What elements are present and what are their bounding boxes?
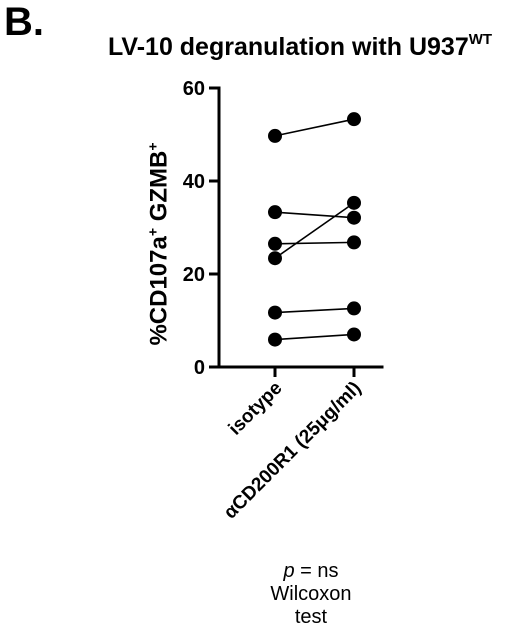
- pair-line: [274, 333, 355, 341]
- y-tick-label: 40: [183, 171, 205, 193]
- chart-title-superscript: WT: [468, 31, 493, 48]
- p-symbol: p: [283, 560, 295, 582]
- chart-title-text: LV-10 degranulation with U937: [108, 33, 469, 61]
- data-point: [268, 305, 282, 320]
- paired-series: [268, 112, 361, 347]
- category-label: isotype: [225, 378, 287, 440]
- y-tick-label: 20: [183, 264, 205, 286]
- pair-line: [274, 118, 355, 137]
- pair-line: [274, 241, 355, 245]
- data-point: [268, 205, 282, 220]
- data-point: [268, 128, 282, 143]
- test-name: Wilcoxon test: [270, 583, 352, 628]
- y-tick-label: 60: [183, 78, 205, 100]
- data-point: [268, 236, 282, 251]
- data-point: [347, 195, 361, 210]
- chart-title: LV-10 degranulation with U937WT: [108, 24, 523, 63]
- y-tick-label: 0: [194, 357, 205, 379]
- pair-line: [274, 202, 355, 259]
- data-point: [347, 210, 361, 225]
- axes: 0 20 40 60: [183, 78, 384, 379]
- p-value-line: p = ns: [261, 560, 361, 583]
- p-value-text: = ns: [294, 560, 339, 582]
- data-point: [268, 332, 282, 347]
- data-point: [347, 327, 361, 342]
- pair-line: [274, 211, 355, 219]
- data-point: [347, 112, 361, 127]
- data-point: [268, 251, 282, 266]
- panel-label: B.: [4, 0, 44, 44]
- data-point: [347, 235, 361, 250]
- data-point: [347, 301, 361, 316]
- pair-line: [274, 307, 355, 314]
- category-label: αCD200R1 (25μg/ml): [220, 378, 366, 524]
- statistics-annotation: p = ns Wilcoxon test: [261, 560, 361, 629]
